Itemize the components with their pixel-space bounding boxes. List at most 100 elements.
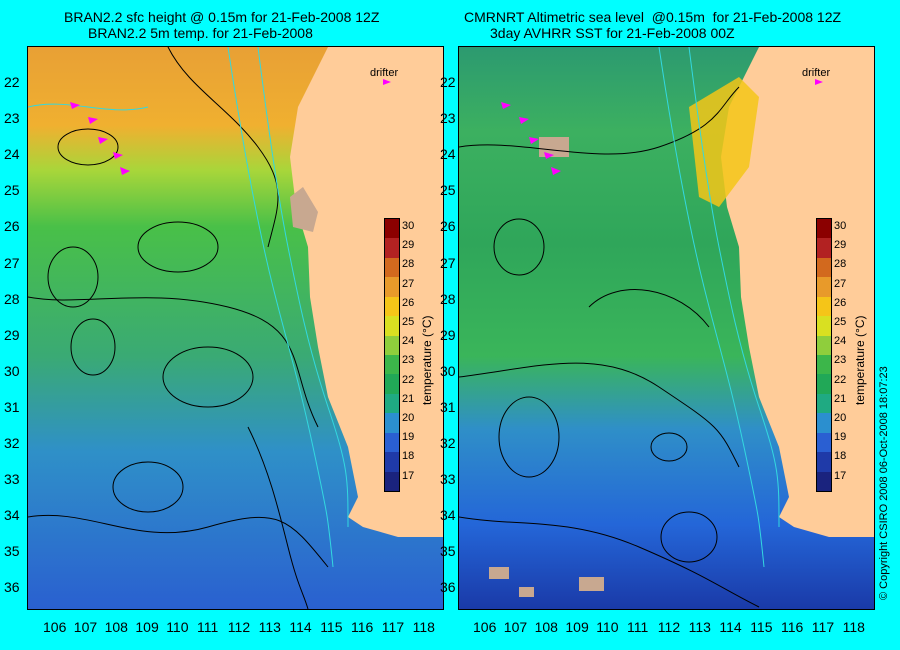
longitude-tick-label: 113 — [258, 619, 281, 635]
longitude-tick-label: 107 — [503, 619, 528, 635]
colorbar-tick-label: 29 — [834, 239, 847, 252]
latitude-tick-label: 29 — [4, 326, 20, 343]
longitude-tick-label: 116 — [351, 619, 374, 635]
longitude-tick-label: 112 — [227, 619, 251, 635]
colorbar-segment — [817, 257, 831, 278]
latitude-tick-label: 23 — [440, 110, 456, 127]
right-title-line1: CMRNRT Altimetric sea level @0.15m for 2… — [464, 9, 842, 25]
drifter-legend-right: drifter — [802, 67, 831, 79]
drifter-arrows — [501, 102, 561, 175]
longitude-tick-label: 110 — [596, 619, 619, 635]
latitude-tick-label: 25 — [440, 182, 456, 199]
colorbar-tick-label: 17 — [834, 469, 847, 482]
colorbar-tick-label: 29 — [402, 239, 415, 252]
right-map-svg — [459, 47, 874, 609]
colorbar-segment — [817, 471, 831, 491]
latitude-tick-label: 28 — [4, 290, 20, 307]
colorbar-segment — [817, 393, 831, 414]
colorbar-tick-label: 20 — [402, 412, 415, 424]
right-title-line2: 3day AVHRR SST for 21-Feb-2008 00Z — [490, 25, 735, 41]
latitude-tick-label: 26 — [440, 218, 456, 235]
latitude-tick-label: 27 — [440, 254, 456, 271]
colorbar-segment — [385, 471, 399, 491]
longitude-tick-label: 106 — [43, 619, 67, 635]
colorbar-segment — [385, 432, 399, 453]
longitude-tick-label: 118 — [412, 619, 435, 635]
sla-contours — [459, 86, 760, 608]
longitude-tick-label: 111 — [627, 619, 649, 635]
colorbar-segment — [817, 238, 831, 258]
drifter-legend-left: drifter — [370, 67, 399, 79]
colorbar-right — [816, 218, 832, 492]
colorbar-tick-label: 23 — [402, 354, 415, 367]
bathymetry-contours — [28, 47, 349, 568]
latitude-tick-label: 26 — [4, 218, 20, 235]
longitude-tick-label: 109 — [565, 619, 589, 635]
colorbar-tick-label: 21 — [834, 392, 847, 405]
colorbar-segment — [817, 374, 831, 394]
colorbar-segment — [385, 277, 399, 297]
longitude-tick-label: 110 — [166, 619, 189, 635]
colorbar-tick-label: 23 — [834, 354, 847, 367]
colorbar-tick-label: 22 — [402, 373, 415, 386]
colorbar-tick-label: 24 — [402, 335, 415, 348]
left-title-line2: BRAN2.2 5m temp. for 21-Feb-2008 — [88, 25, 313, 41]
drifter-marker-left — [383, 79, 391, 85]
colorbar-segment — [817, 277, 831, 297]
colorbar-tick-label: 30 — [834, 220, 847, 232]
colorbar-tick-label: 19 — [402, 431, 415, 444]
colorbar-tick-label: 26 — [402, 296, 415, 309]
bathymetry-contours — [658, 47, 780, 568]
longitude-tick-label: 113 — [688, 619, 711, 635]
land-coast — [721, 47, 874, 537]
colorbar-segment — [817, 432, 831, 453]
longitude-tick-label: 115 — [320, 619, 343, 635]
latitude-tick-label: 31 — [4, 398, 20, 415]
copyright-text: © Copyright CSIRO 2008 06-Oct-2008 18:07… — [878, 366, 890, 600]
left-map-svg — [28, 47, 443, 609]
colorbar-segment — [385, 296, 399, 317]
longitude-tick-label: 112 — [657, 619, 681, 635]
longitude-tick-label: 108 — [104, 619, 128, 635]
latitude-tick-label: 32 — [440, 435, 456, 451]
latitude-tick-label: 23 — [4, 110, 20, 127]
colorbar-segment — [817, 219, 831, 239]
land-bay — [290, 187, 318, 232]
colorbar-tick-label: 24 — [834, 335, 847, 348]
colorbar-segment — [385, 316, 399, 336]
latitude-tick-label: 29 — [440, 326, 456, 343]
colorbar-left — [384, 218, 400, 492]
colorbar-segment — [385, 413, 399, 433]
longitude-tick-label: 116 — [781, 619, 804, 635]
colorbar-tick-label: 25 — [402, 316, 415, 328]
colorbar-tick-label: 28 — [402, 258, 415, 271]
latitude-tick-label: 33 — [440, 471, 456, 488]
colorbar-segment — [817, 335, 831, 355]
latitude-tick-label: 22 — [4, 74, 20, 90]
latitude-tick-label: 34 — [4, 507, 20, 524]
colorbar-segment — [817, 296, 831, 317]
colorbar-tick-label: 20 — [834, 412, 847, 424]
colorbar-tick-label: 25 — [834, 316, 847, 328]
latitude-tick-label: 33 — [4, 471, 20, 488]
colorbar-tick-label: 30 — [402, 220, 415, 232]
colorbar-segment — [385, 257, 399, 278]
longitude-tick-label: 117 — [811, 619, 835, 635]
colorbar-tick-label: 21 — [402, 392, 415, 405]
latitude-tick-label: 32 — [4, 435, 20, 451]
colorbar-segment — [817, 452, 831, 472]
latitude-tick-label: 22 — [440, 74, 456, 90]
longitude-tick-label: 115 — [750, 619, 773, 635]
longitude-tick-label: 108 — [534, 619, 558, 635]
cloud-patches — [489, 137, 604, 597]
colorbar-tick-label: 27 — [834, 277, 847, 290]
colorbar-segment — [385, 355, 399, 375]
latitude-tick-label: 28 — [440, 290, 456, 307]
colorbar-segment — [817, 316, 831, 336]
colorbar-left-title: temperature (°C) — [420, 315, 434, 406]
latitude-tick-label: 35 — [4, 543, 20, 560]
left-map-panel — [27, 46, 444, 610]
colorbar-tick-label: 17 — [402, 469, 415, 482]
drifter-marker-right — [815, 79, 823, 85]
colorbar-tick-label: 19 — [834, 431, 847, 444]
